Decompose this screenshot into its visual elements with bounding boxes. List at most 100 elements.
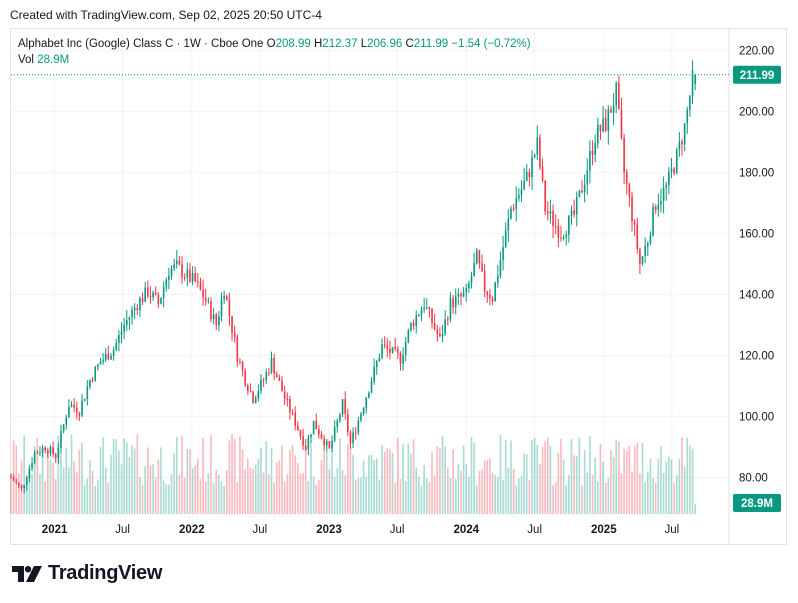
volume-bar [331, 445, 333, 514]
candle-body [665, 184, 668, 188]
volume-bar [691, 448, 694, 514]
volume-bar [649, 458, 652, 514]
candle-body [594, 143, 596, 155]
candle-body [607, 109, 610, 131]
candle-body [23, 484, 25, 489]
volume-bar [439, 447, 441, 514]
candle-body [33, 452, 36, 464]
candle-body [315, 420, 318, 430]
candle-body [460, 293, 462, 297]
candle-body [73, 404, 75, 408]
volume-bar [223, 485, 225, 514]
candle-body [102, 359, 104, 362]
candle-body [446, 319, 449, 321]
volume-bars [10, 434, 696, 514]
candle-body [641, 256, 644, 264]
volume-bar [494, 474, 496, 514]
volume-bar [436, 446, 439, 514]
candle-body [510, 208, 512, 219]
candle-body [636, 224, 639, 250]
volume-bar [668, 456, 670, 514]
candle-body [494, 282, 496, 302]
candle-body [436, 328, 439, 334]
tradingview-logo[interactable]: TradingView [12, 562, 162, 585]
symbol-title[interactable]: Alphabet Inc (Google) Class C · 1W · Cbo… [18, 38, 264, 50]
candle-body [541, 167, 544, 181]
volume-bar [89, 460, 91, 514]
candle-body [173, 264, 175, 269]
volume-bar [481, 469, 483, 514]
volume-bar [623, 448, 625, 514]
volume-bar [683, 466, 686, 514]
volume-bar [33, 445, 36, 514]
candle-body [591, 151, 594, 155]
open-label: O [266, 38, 276, 50]
candle-body [531, 157, 533, 178]
volume-bar [175, 436, 178, 514]
candle-body [168, 275, 170, 280]
volume-bar [675, 475, 678, 514]
volume-bar [568, 475, 570, 514]
candle-body [62, 424, 65, 432]
candle-body [654, 206, 657, 210]
candle-body [628, 184, 631, 197]
volume-bar [599, 443, 602, 514]
volume-bar [504, 440, 507, 514]
volume-bar [628, 445, 631, 514]
volume-bar [128, 457, 131, 514]
x-tick-label: 2022 [179, 524, 205, 536]
candle-body [457, 293, 460, 297]
volume-bar [441, 435, 444, 514]
volume-bar [302, 473, 304, 514]
candle-body [270, 357, 273, 373]
volume-bar [297, 462, 299, 514]
candle-body [233, 333, 236, 338]
candle-body [18, 482, 20, 486]
volume-label: Vol [18, 54, 34, 66]
candle-body [368, 392, 370, 398]
candle-body [386, 345, 389, 349]
candle-body [568, 215, 570, 235]
volume-bar [320, 460, 323, 514]
candle-body [225, 295, 228, 300]
candle-body [512, 208, 515, 210]
x-tick-label: 2023 [316, 524, 342, 536]
volume-bar [102, 437, 104, 514]
candle-body [681, 141, 683, 145]
candle-body [239, 361, 241, 363]
candle-body [586, 170, 589, 185]
volume-bar [39, 473, 41, 514]
candle-body [557, 225, 560, 238]
volume-bar [596, 481, 599, 514]
candle-body [646, 243, 649, 247]
candle-body [139, 298, 141, 311]
volume-bar [394, 483, 397, 514]
volume-bar [236, 482, 239, 514]
candle-body [268, 372, 270, 374]
volume-bar [215, 469, 218, 514]
volume-bar [252, 468, 254, 514]
volume-bar [54, 479, 57, 514]
candle-body [544, 180, 546, 212]
volume-bar [136, 434, 139, 514]
candle-body [99, 361, 102, 365]
volume-bar [375, 458, 378, 514]
candle-body [639, 249, 641, 264]
candle-body [439, 333, 441, 337]
volume-bar [475, 485, 478, 514]
candle-body [391, 347, 394, 353]
candle-body [152, 292, 154, 298]
candle-body [141, 298, 144, 302]
candle-body [431, 309, 433, 323]
volume-bar [304, 448, 307, 514]
candle-body [107, 353, 110, 360]
volume-bar [115, 439, 118, 514]
volume-bar [365, 476, 368, 514]
candle-body [36, 452, 39, 454]
candle-body [223, 295, 225, 300]
candle-body [249, 391, 252, 393]
candle-body [131, 309, 133, 318]
candle-body [207, 300, 210, 302]
candle-body [312, 420, 315, 435]
